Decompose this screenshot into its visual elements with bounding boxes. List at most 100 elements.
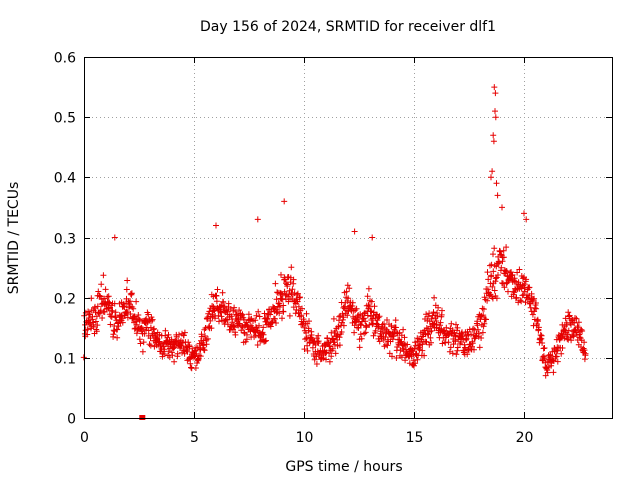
data-point bbox=[453, 321, 459, 328]
data-point bbox=[85, 315, 92, 321]
data-point bbox=[371, 303, 378, 310]
data-point bbox=[461, 341, 468, 348]
data-point bbox=[571, 319, 578, 326]
data-point bbox=[225, 300, 232, 307]
data-point bbox=[181, 329, 188, 336]
data-point bbox=[256, 322, 262, 329]
data-point bbox=[363, 323, 370, 330]
data-point bbox=[220, 299, 227, 306]
data-point bbox=[565, 327, 572, 334]
data-point bbox=[146, 341, 153, 348]
data-point bbox=[364, 293, 371, 300]
data-point bbox=[389, 353, 395, 360]
data-point bbox=[531, 305, 538, 311]
data-point bbox=[267, 311, 274, 318]
data-point bbox=[495, 272, 501, 278]
data-point bbox=[576, 334, 583, 341]
data-point bbox=[428, 327, 435, 334]
data-point bbox=[233, 312, 240, 319]
data-point-peak bbox=[490, 138, 497, 145]
data-point bbox=[197, 353, 204, 360]
data-point bbox=[547, 352, 554, 359]
data-point bbox=[579, 328, 586, 334]
y-axis-label: SRMTID / TECUs bbox=[6, 182, 22, 295]
data-point bbox=[414, 338, 421, 345]
data-point bbox=[480, 306, 487, 313]
data-point bbox=[112, 313, 119, 320]
data-point bbox=[349, 299, 356, 306]
data-point-peak bbox=[254, 216, 261, 223]
data-point bbox=[400, 326, 407, 333]
data-point bbox=[491, 245, 498, 252]
data-point bbox=[295, 303, 302, 310]
data-point bbox=[262, 338, 269, 345]
data-point bbox=[311, 356, 318, 363]
data-point bbox=[332, 350, 339, 357]
data-point bbox=[578, 326, 585, 333]
data-point bbox=[233, 311, 240, 318]
data-point bbox=[365, 285, 372, 292]
data-point bbox=[558, 350, 565, 357]
data-point bbox=[203, 341, 210, 348]
data-point bbox=[213, 292, 220, 299]
data-point bbox=[419, 347, 426, 354]
data-point bbox=[533, 300, 539, 306]
data-point bbox=[114, 326, 121, 333]
data-point bbox=[425, 313, 431, 320]
data-point-peak bbox=[351, 228, 358, 235]
data-point bbox=[97, 307, 104, 314]
data-point bbox=[541, 355, 548, 362]
data-point bbox=[462, 344, 469, 351]
data-point bbox=[284, 283, 291, 290]
data-point bbox=[255, 308, 262, 315]
data-point bbox=[454, 344, 461, 351]
data-point bbox=[485, 276, 492, 283]
data-point bbox=[304, 347, 311, 354]
data-point bbox=[478, 335, 485, 341]
data-point bbox=[476, 344, 483, 351]
data-point bbox=[519, 275, 526, 282]
data-point bbox=[370, 332, 377, 339]
data-point bbox=[209, 303, 216, 309]
data-point bbox=[294, 298, 301, 305]
data-point bbox=[550, 358, 557, 364]
data-point bbox=[483, 316, 489, 323]
data-point bbox=[480, 323, 487, 330]
axes: 0 0.1 0.2 0.3 0.4 0.5 0.6 0 5 10 15 20 bbox=[54, 51, 612, 446]
data-point bbox=[276, 300, 283, 307]
data-point bbox=[368, 298, 375, 305]
data-point bbox=[393, 355, 400, 361]
data-point bbox=[407, 346, 414, 353]
data-point bbox=[503, 268, 510, 274]
data-point bbox=[174, 350, 181, 357]
data-point bbox=[535, 318, 541, 325]
data-point bbox=[135, 312, 142, 318]
data-point bbox=[131, 313, 138, 320]
data-point bbox=[289, 286, 296, 293]
data-point bbox=[443, 324, 450, 331]
data-point bbox=[290, 304, 297, 311]
data-point bbox=[127, 298, 134, 305]
data-point bbox=[192, 365, 199, 371]
x-tick-label: 5 bbox=[190, 430, 199, 446]
data-point bbox=[213, 298, 220, 305]
data-point bbox=[256, 313, 263, 320]
data-point bbox=[93, 328, 100, 335]
data-point bbox=[376, 313, 383, 320]
data-point bbox=[503, 244, 510, 251]
data-point bbox=[243, 321, 250, 328]
data-point bbox=[147, 342, 154, 349]
data-point bbox=[361, 330, 368, 337]
data-point bbox=[345, 295, 352, 302]
data-point bbox=[421, 352, 428, 359]
data-point bbox=[221, 303, 228, 310]
data-point bbox=[128, 290, 135, 297]
data-point bbox=[491, 287, 498, 294]
data-point bbox=[516, 266, 523, 273]
data-point bbox=[232, 331, 239, 338]
data-point bbox=[369, 321, 376, 328]
data-point bbox=[517, 297, 524, 304]
data-point bbox=[518, 298, 525, 305]
y-tick-label: 0.1 bbox=[54, 352, 76, 368]
data-point bbox=[93, 313, 100, 320]
